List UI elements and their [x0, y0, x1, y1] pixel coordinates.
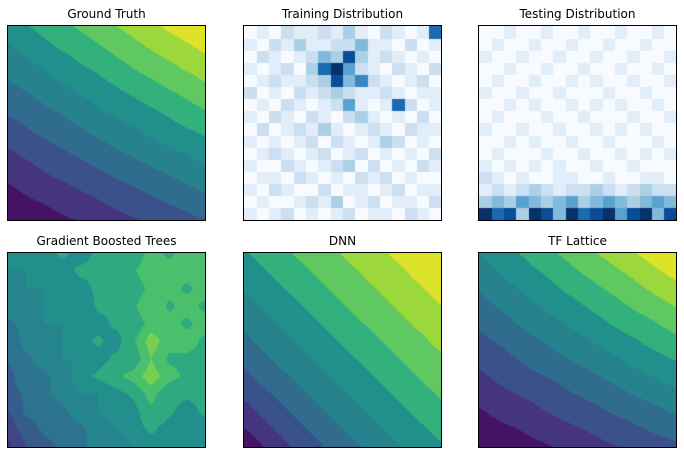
subplot-ground-truth: Ground Truth — [7, 4, 206, 221]
plot-frame-tf-lattice — [478, 252, 677, 448]
subplot-title-ground-truth: Ground Truth — [67, 7, 146, 21]
ground-truth-contour-canvas — [8, 26, 205, 220]
gradient-boosted-trees-contour-canvas — [8, 253, 205, 447]
dnn-contour-canvas — [244, 253, 441, 447]
tf-lattice-contour-canvas — [479, 253, 676, 447]
training-distribution-heatmap-canvas — [244, 26, 441, 220]
plot-frame-ground-truth — [7, 25, 206, 221]
subplot-title-gradient-boosted-trees: Gradient Boosted Trees — [36, 234, 177, 248]
subplot-title-training-distribution: Training Distribution — [281, 7, 404, 21]
subplot-tf-lattice: TF Lattice — [478, 231, 677, 448]
subplot-title-dnn: DNN — [328, 234, 357, 248]
subplot-testing-distribution: Testing Distribution — [478, 4, 677, 221]
plot-frame-testing-distribution — [478, 25, 677, 221]
subplot-title-testing-distribution: Testing Distribution — [519, 7, 636, 21]
subplot-dnn: DNN — [243, 231, 442, 448]
plot-frame-dnn — [243, 252, 442, 448]
plot-frame-training-distribution — [243, 25, 442, 221]
subplot-title-tf-lattice: TF Lattice — [548, 234, 607, 248]
testing-distribution-heatmap-canvas — [479, 26, 676, 220]
subplot-gradient-boosted-trees: Gradient Boosted Trees — [7, 231, 206, 448]
subplot-training-distribution: Training Distribution — [243, 4, 442, 221]
plot-frame-gradient-boosted-trees — [7, 252, 206, 448]
